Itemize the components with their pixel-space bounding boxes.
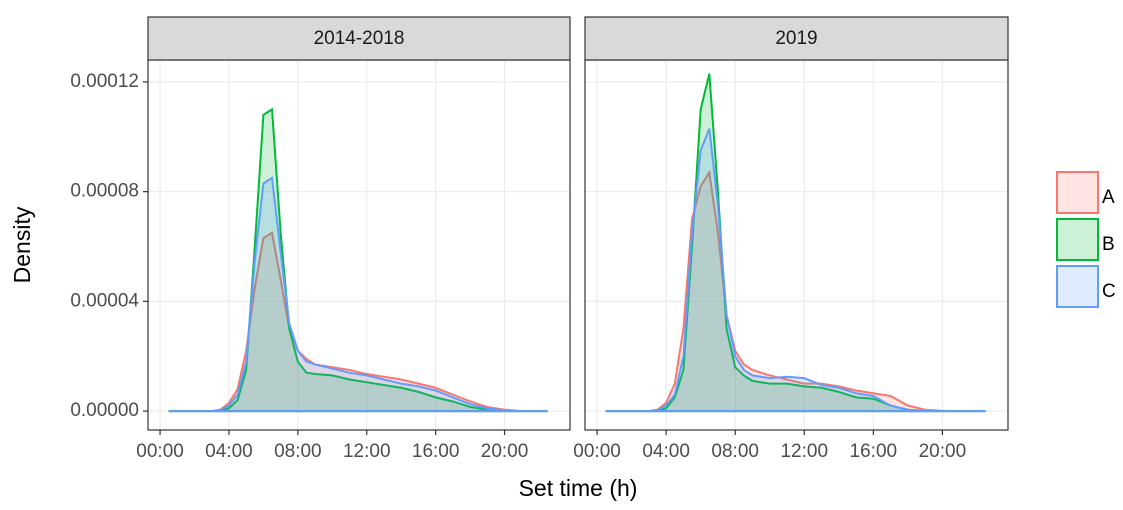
legend-key <box>1056 265 1099 308</box>
x-tick-label: 12:00 <box>780 441 828 462</box>
x-tick-label: 20:00 <box>919 441 967 462</box>
legend-label: B <box>1102 234 1115 255</box>
strip-text: 2019 <box>775 28 817 49</box>
x-tick-label: 20:00 <box>481 441 529 462</box>
x-tick-label: 00:00 <box>573 441 621 462</box>
y-axis-title: Density <box>9 206 35 283</box>
legend-key <box>1056 171 1099 214</box>
density-curve <box>168 176 548 413</box>
x-tick-label: 04:00 <box>642 441 690 462</box>
x-tick-label: 00:00 <box>136 441 184 462</box>
strip <box>584 16 1009 61</box>
panel-background <box>148 60 570 430</box>
x-tick-label: 12:00 <box>343 441 391 462</box>
x-tick-label: 16:00 <box>412 441 460 462</box>
panel-background <box>585 60 1008 430</box>
density-curve <box>605 169 986 413</box>
legend-label: A <box>1102 187 1115 208</box>
y-tick-label: 0.00004 <box>70 290 139 311</box>
x-tick-label: 04:00 <box>205 441 253 462</box>
legend-key <box>1056 218 1099 261</box>
x-tick-label: 08:00 <box>274 441 322 462</box>
strip-text: 2014-2018 <box>314 28 405 49</box>
y-tick-label: 0.00000 <box>70 400 139 421</box>
density-curve <box>605 128 986 413</box>
x-tick-label: 08:00 <box>711 441 759 462</box>
y-tick-label: 0.00008 <box>70 181 139 202</box>
x-tick-label: 16:00 <box>850 441 898 462</box>
legend-label: C <box>1102 281 1116 302</box>
y-tick-label: 0.00012 <box>70 71 139 92</box>
x-axis-title: Set time (h) <box>519 475 638 501</box>
strip <box>147 16 571 61</box>
